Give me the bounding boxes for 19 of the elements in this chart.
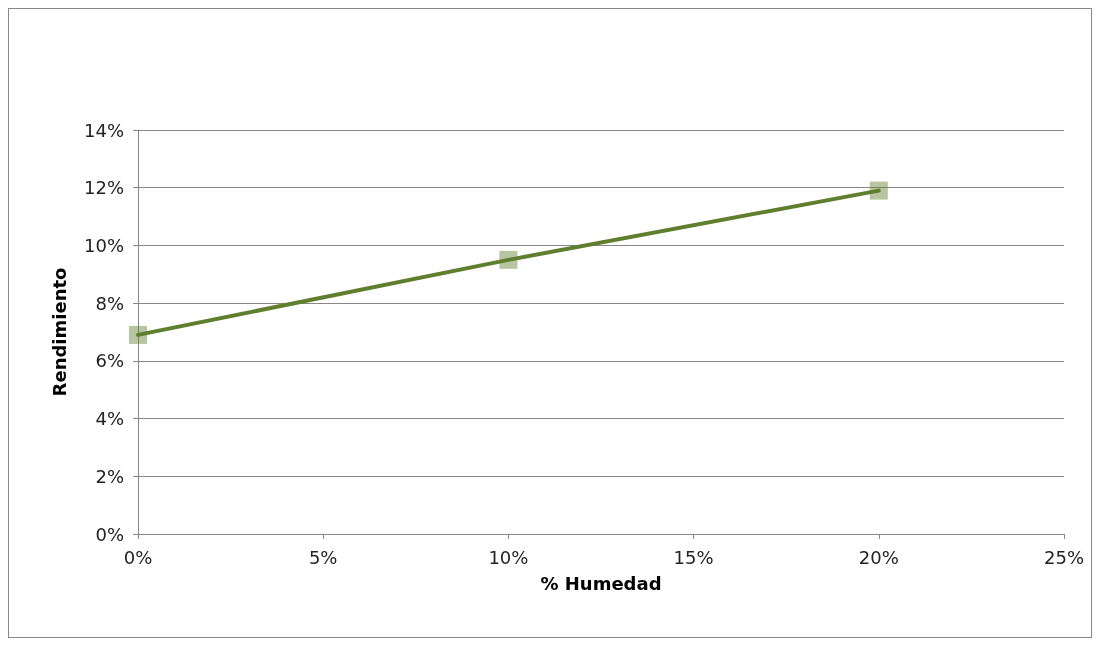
y-tick-label: 14% xyxy=(83,119,124,141)
point xyxy=(129,325,147,344)
x-tick-label: 20% xyxy=(858,546,899,568)
x-tick-label: 0% xyxy=(123,546,153,568)
x-tick-label: 15% xyxy=(673,546,714,568)
x-tick-label: 10% xyxy=(488,546,529,568)
y-tick-label: 12% xyxy=(83,177,124,199)
y-tick-label: 8% xyxy=(95,292,124,314)
y-tick-label: 10% xyxy=(83,234,124,256)
x-tick-label: 25% xyxy=(1043,546,1085,568)
x-axis-title: % Humedad xyxy=(540,572,662,594)
point xyxy=(869,181,888,200)
x-tick-label: 5% xyxy=(308,546,338,568)
y-tick-label: 4% xyxy=(95,408,124,430)
y-tick-label: 2% xyxy=(95,465,124,487)
point xyxy=(499,250,518,269)
y-tick-label: 0% xyxy=(95,523,124,545)
y-axis-title: Rendimiento xyxy=(48,267,70,397)
y-tick-label: 6% xyxy=(95,350,124,372)
